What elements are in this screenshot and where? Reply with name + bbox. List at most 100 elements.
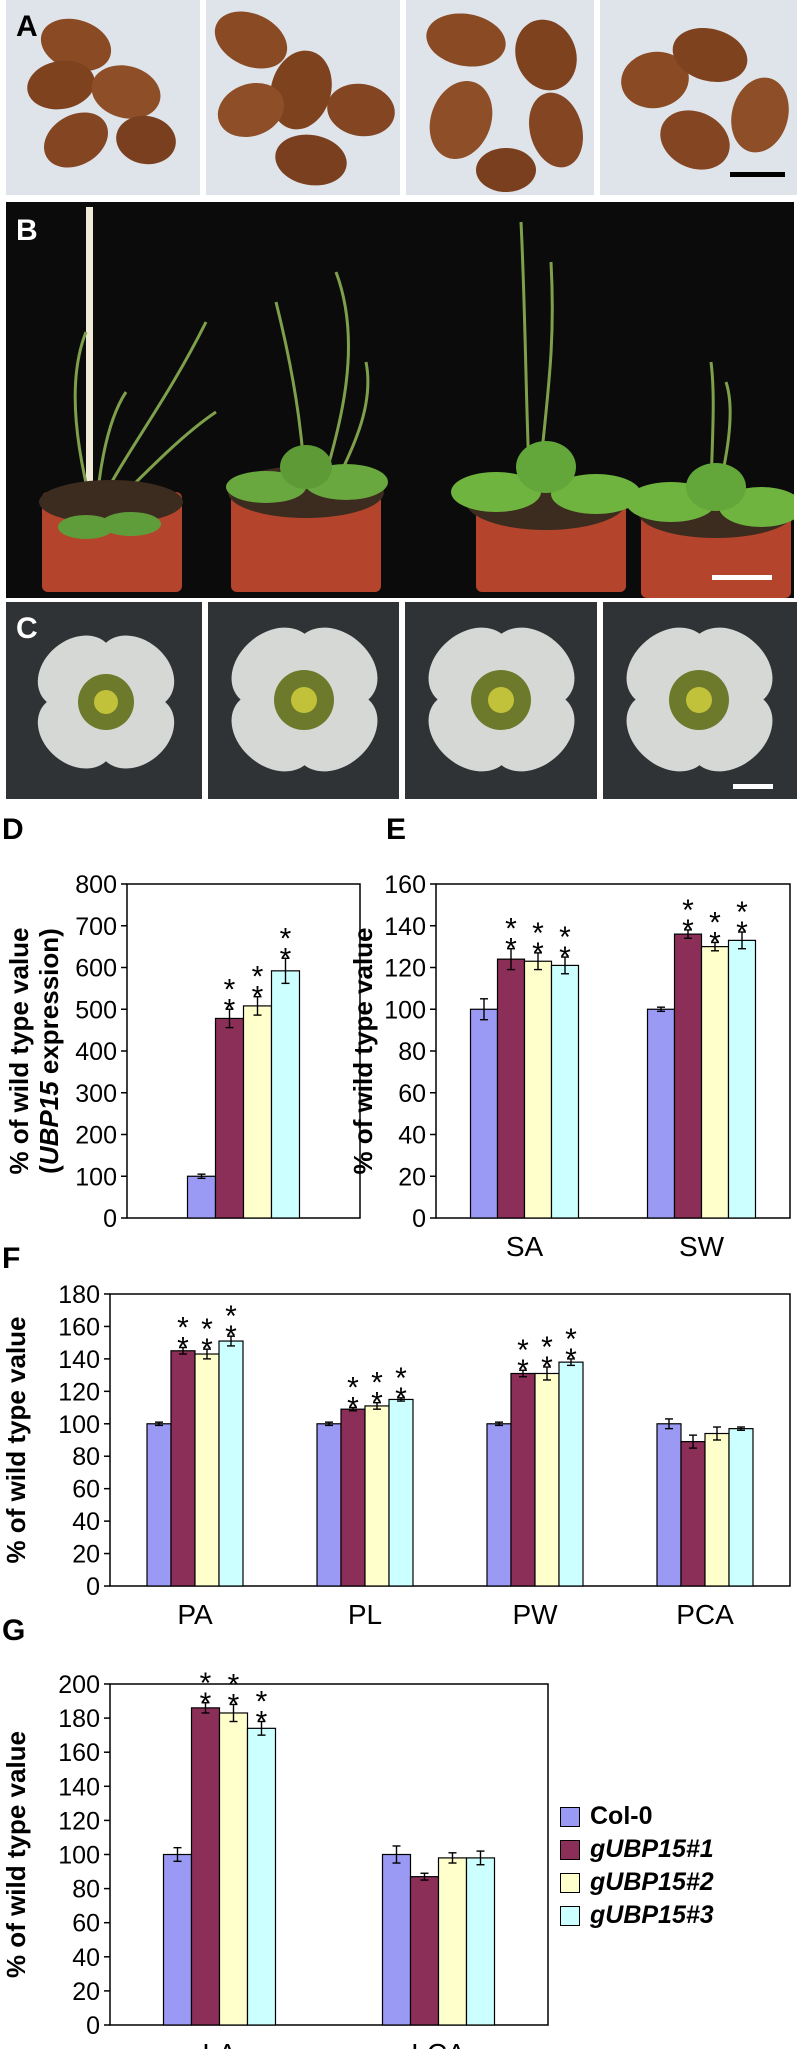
flower-photo-gubp15-1: [208, 602, 399, 799]
scale-bar: [712, 575, 772, 580]
significance-star: *: [201, 1313, 213, 1346]
significance-star: *: [200, 1667, 212, 1700]
y-tick-label: 80: [398, 1038, 426, 1066]
y-tick-label: 160: [58, 1739, 100, 1767]
significance-star: *: [395, 1362, 407, 1395]
bar: [194, 1353, 220, 1587]
y-tick-label: 60: [72, 1910, 100, 1938]
significance-star: *: [736, 916, 748, 949]
seed-photo-col0: [6, 0, 200, 195]
y-tick-label: 400: [75, 1038, 117, 1066]
significance-star: *: [395, 1382, 407, 1415]
y-tick-label: 500: [75, 996, 117, 1024]
legend-label: Col-0: [590, 1802, 653, 1830]
bar: [680, 1441, 706, 1587]
significance-star: *: [682, 894, 694, 927]
bar: [364, 1405, 390, 1587]
y-tick-label: 80: [72, 1876, 100, 1904]
seed-photo-gubp15-3: [600, 0, 797, 195]
seed-photo-col0-art: [27, 18, 176, 168]
flower-photo-gubp15-1-art: [231, 627, 378, 772]
significance-star: *: [371, 1387, 383, 1420]
significance-star: *: [709, 906, 721, 939]
bar: [340, 1408, 366, 1587]
y-tick-label: 100: [58, 1842, 100, 1870]
legend-item-gubp15-3: gUBP15#3: [560, 1899, 714, 1932]
bar: [496, 958, 526, 1219]
bar: [523, 960, 553, 1219]
significance-star: *: [228, 1668, 240, 1701]
plant-photo-art: [39, 207, 794, 598]
category-label: LCA: [411, 2038, 466, 2049]
legend-swatch: [560, 1905, 580, 1926]
bar: [558, 1361, 584, 1587]
category-label: SW: [679, 1231, 725, 1260]
y-tick-label: 120: [384, 955, 426, 983]
y-axis-label: % of wild type value: [4, 927, 34, 1174]
bar: [146, 1423, 172, 1587]
legend-label: gUBP15#1: [590, 1835, 714, 1863]
category-label: PL: [348, 1599, 382, 1625]
significance-star: *: [565, 1343, 577, 1376]
y-tick-label: 20: [72, 1978, 100, 2006]
bar: [186, 1175, 217, 1219]
panel-label-g: G: [2, 1614, 26, 1647]
bar: [242, 1005, 273, 1219]
bar: [218, 1340, 244, 1587]
scale-bar: [733, 784, 773, 789]
bar: [170, 1350, 196, 1587]
significance-star: *: [256, 1706, 268, 1739]
category-label: PA: [177, 1599, 213, 1625]
significance-star: *: [559, 921, 571, 954]
seed-photo-gubp15-3-art: [621, 28, 789, 177]
bar: [162, 1853, 193, 2026]
bar: [270, 970, 301, 1219]
flower-photo-gubp15-2-art: [428, 627, 575, 772]
y-tick-label: 200: [58, 1671, 100, 1699]
bar: [381, 1853, 412, 2026]
y-axis-label-line2: (UBP15 expression): [34, 928, 64, 1174]
scale-bar: [730, 172, 785, 177]
y-tick-label: 40: [72, 1944, 100, 1972]
significance-star: *: [709, 926, 721, 959]
legend-swatch: [560, 1839, 580, 1860]
plot-frame: [109, 1293, 791, 1587]
y-tick-label: 140: [58, 1773, 100, 1801]
bar: [409, 1876, 440, 2026]
y-tick-label: 700: [75, 913, 117, 941]
significance-star: *: [371, 1367, 383, 1400]
chart-g-leaf-traits: 020406080100120140160180200******LALCA% …: [1, 1667, 549, 2049]
y-tick-label: 80: [72, 1443, 100, 1471]
significance-star: *: [565, 1323, 577, 1356]
significance-star: *: [517, 1334, 529, 1367]
significance-star: *: [201, 1333, 213, 1366]
y-tick-label: 100: [75, 1163, 117, 1191]
y-axis-label: % of wild type value: [1, 1316, 31, 1563]
y-tick-label: 60: [398, 1080, 426, 1108]
significance-star: *: [541, 1331, 553, 1364]
y-axis-label: % of wild type value: [350, 927, 378, 1174]
y-tick-label: 600: [75, 955, 117, 983]
panel-label-d: D: [2, 813, 24, 846]
bar: [465, 1857, 496, 2026]
y-tick-label: 160: [58, 1313, 100, 1341]
flower-photo-col0-art: [37, 635, 175, 769]
y-tick-label: 0: [412, 1205, 426, 1233]
y-tick-label: 20: [72, 1541, 100, 1569]
seed-photo-gubp15-2: [406, 0, 594, 195]
bar: [673, 933, 703, 1219]
legend-label: gUBP15#2: [590, 1868, 714, 1896]
y-tick-label: 120: [58, 1807, 100, 1835]
bar: [486, 1423, 512, 1587]
significance-star: *: [256, 1686, 268, 1719]
significance-star: *: [347, 1392, 359, 1425]
y-tick-label: 200: [75, 1122, 117, 1150]
significance-star: *: [505, 933, 517, 966]
legend-label: gUBP15#3: [590, 1901, 714, 1929]
y-tick-label: 60: [72, 1476, 100, 1504]
chart-f-petal-traits: 020406080100120140160180******PA******PL…: [1, 1281, 791, 1625]
significance-star: *: [252, 961, 264, 994]
y-tick-label: 0: [86, 1573, 100, 1601]
panel-label-f: F: [2, 1242, 21, 1275]
